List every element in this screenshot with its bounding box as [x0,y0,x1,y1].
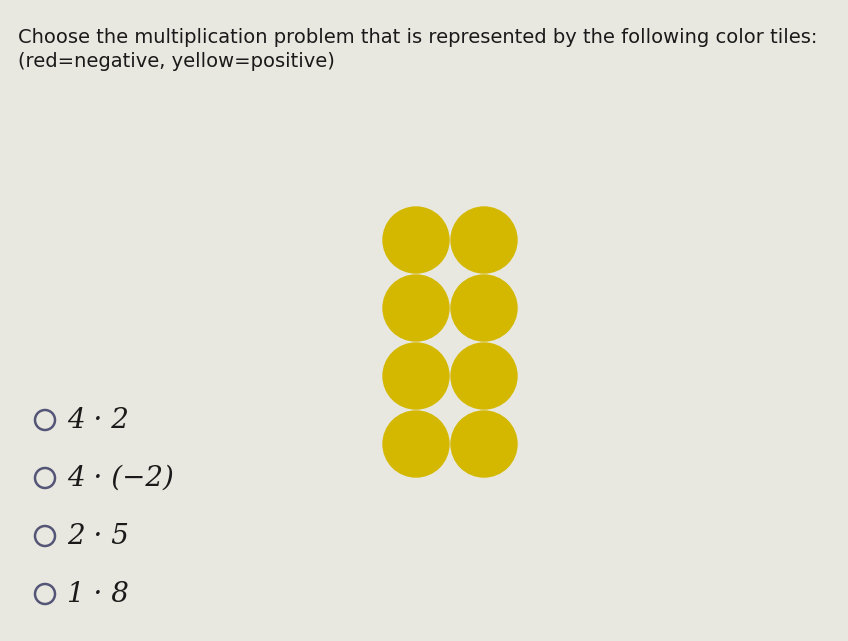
Circle shape [383,207,449,273]
Text: Choose the multiplication problem that is represented by the following color til: Choose the multiplication problem that i… [18,28,817,47]
Circle shape [451,343,517,409]
Circle shape [383,411,449,477]
Circle shape [383,275,449,341]
Text: 2 · 5: 2 · 5 [67,522,129,549]
Text: 1 · 8: 1 · 8 [67,581,129,608]
Circle shape [451,207,517,273]
Circle shape [451,411,517,477]
Circle shape [383,343,449,409]
Circle shape [451,275,517,341]
Text: (red=negative, yellow=positive): (red=negative, yellow=positive) [18,52,335,71]
Text: 4 · 2: 4 · 2 [67,406,129,433]
Text: 4 · (−2): 4 · (−2) [67,465,174,492]
